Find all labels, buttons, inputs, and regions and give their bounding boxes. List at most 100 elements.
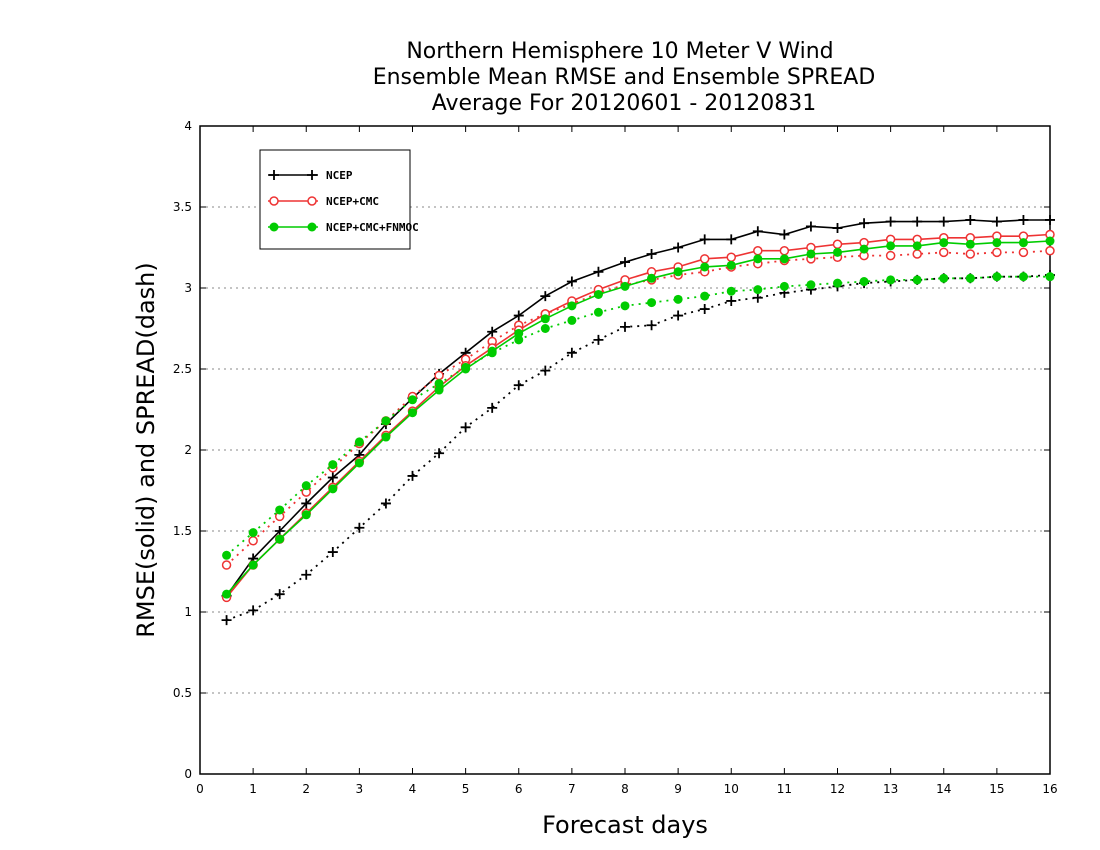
- ncep-rmse-point: [991, 216, 1002, 227]
- x-tick-label: 14: [936, 782, 951, 796]
- y-axis-title: RMSE(solid) and SPREAD(dash): [132, 262, 160, 638]
- ncep-cmc-fnmoc-spread-point: [886, 275, 896, 285]
- y-tick-label: 1.5: [173, 524, 192, 538]
- ncep-cmc-fnmoc-rmse-point: [434, 385, 444, 395]
- ncep-cmc-spread-point: [1018, 247, 1029, 258]
- series: [221, 214, 1055, 626]
- ncep-cmc-rmse-line: [225, 233, 1051, 598]
- ncep-rmse-point: [779, 229, 790, 240]
- ncep-cmc-fnmoc-rmse-point: [859, 244, 869, 254]
- ncep-spread-point: [566, 347, 577, 358]
- ncep-spread-point: [327, 547, 338, 558]
- ncep-spread-point: [248, 605, 259, 616]
- ncep-rmse-point: [673, 242, 684, 253]
- ncep-rmse-point: [646, 248, 657, 259]
- ncep-spread-point: [221, 615, 232, 626]
- legend-marker-ncep-cmc: [269, 196, 279, 206]
- legend-marker-ncep-cmc-fnmoc: [269, 222, 279, 232]
- ncep-rmse-point: [726, 234, 737, 245]
- legend-marker-ncep: [307, 170, 317, 180]
- ncep-spread-point: [646, 320, 657, 331]
- ncep-cmc-fnmoc-rmse-point: [806, 249, 816, 259]
- ncep-spread-point: [460, 422, 471, 433]
- ncep-cmc-fnmoc-spread-point: [514, 335, 524, 345]
- ncep-cmc-fnmoc-rmse-point: [726, 260, 736, 270]
- ncep-cmc-fnmoc-rmse-point: [461, 364, 471, 374]
- ncep-cmc-fnmoc-rmse-point: [939, 238, 949, 248]
- ncep-cmc-fnmoc-spread-point: [567, 315, 577, 325]
- ncep-cmc-fnmoc-spread-point: [381, 416, 391, 426]
- legend-marker-ncep: [269, 170, 279, 180]
- ncep-cmc-fnmoc-rmse-point: [593, 289, 603, 299]
- axis-ticks: 00.511.522.533.540 1 2 3 4 5 6 7 8 9 10 11 12 13 14 15 1…: [173, 119, 1058, 796]
- ncep-rmse-point: [699, 234, 710, 245]
- ncep-spread-point: [726, 295, 737, 306]
- ncep-cmc-fnmoc-spread-point: [965, 273, 975, 283]
- x-tick-label: 0: [196, 782, 204, 796]
- legend-label-ncep: NCEP: [326, 169, 353, 182]
- x-axis-title: Forecast days: [542, 811, 708, 839]
- y-tick-label: 4: [184, 119, 192, 133]
- ncep-rmse-point: [513, 310, 524, 321]
- ncep-rmse-point: [540, 291, 551, 302]
- x-tick-label: 1: [249, 782, 257, 796]
- ncep-cmc-fnmoc-rmse-point: [647, 273, 657, 283]
- ncep-cmc-fnmoc-rmse-point: [354, 458, 364, 468]
- ncep-rmse-point: [301, 498, 312, 509]
- ncep-cmc-fnmoc-rmse-point: [965, 239, 975, 249]
- ncep-cmc-fnmoc-spread-point: [1018, 272, 1028, 282]
- ncep-cmc-fnmoc-rmse-point: [700, 262, 710, 272]
- title-line-2: Ensemble Mean RMSE and Ensemble SPREAD: [373, 65, 876, 90]
- ncep-cmc-fnmoc-rmse-point: [328, 484, 338, 494]
- ncep-cmc-rmse-point: [779, 245, 790, 256]
- ncep-cmc-fnmoc-rmse-point: [1018, 238, 1028, 248]
- y-tick-label: 1: [184, 605, 192, 619]
- ncep-cmc-fnmoc-spread-point: [912, 275, 922, 285]
- ncep-cmc-fnmoc-rmse-point: [779, 254, 789, 264]
- grid: [200, 206, 1050, 694]
- ncep-cmc-fnmoc-rmse-point: [912, 241, 922, 251]
- ncep-cmc-fnmoc-rmse-point: [301, 510, 311, 520]
- ncep-cmc-fnmoc-rmse-point: [248, 560, 258, 570]
- ncep-rmse-point: [938, 216, 949, 227]
- legend-entries: NCEP NCEP+CMC NCEP+CMC+FNMOC: [268, 169, 419, 234]
- x-tick-label: 9: [674, 782, 682, 796]
- ncep-cmc-fnmoc-spread-point: [992, 272, 1002, 282]
- y-tick-label: 2.5: [173, 362, 192, 376]
- ncep-cmc-fnmoc-spread-point: [753, 285, 763, 295]
- ncep-cmc-spread-point: [221, 560, 232, 570]
- ncep-rmse-point: [832, 223, 843, 234]
- ncep-rmse-point: [1045, 214, 1055, 225]
- ncep-spread-point: [274, 589, 285, 600]
- ncep-rmse-point: [593, 266, 604, 277]
- ncep-cmc-fnmoc-spread-point: [275, 505, 285, 515]
- ncep-cmc-spread-point: [885, 250, 896, 261]
- ncep-cmc-fnmoc-spread-point: [833, 278, 842, 288]
- y-tick-label: 0: [184, 767, 192, 781]
- ncep-cmc-spread-point: [434, 370, 444, 381]
- ncep-cmc-fnmoc-rmse-point: [886, 241, 896, 251]
- ncep-cmc-fnmoc-rmse-point: [381, 432, 391, 442]
- ncep-spread-point: [487, 402, 498, 413]
- ncep-cmc-fnmoc-spread-point: [540, 324, 550, 333]
- ncep-cmc-fnmoc-rmse-line: [226, 240, 1051, 595]
- ncep-cmc-fnmoc-spread-point: [222, 550, 232, 560]
- legend-box: [259, 149, 411, 250]
- title-line-1: Northern Hemisphere 10 Meter V Wind: [406, 39, 833, 64]
- ncep-rmse-point: [1018, 214, 1029, 225]
- ncep-spread-point: [380, 498, 391, 509]
- ncep-cmc-fnmoc-rmse-point: [567, 301, 577, 311]
- ncep-cmc-fnmoc-rmse-point: [514, 328, 524, 338]
- legend: NCEP NCEP+CMC NCEP+CMC+FNMOC: [259, 149, 419, 250]
- x-tick-label: 7: [568, 782, 576, 796]
- ncep-rmse-point: [487, 326, 498, 337]
- ncep-cmc-fnmoc-rmse-point: [275, 534, 285, 544]
- ncep-cmc-fnmoc-rmse-point: [1045, 236, 1055, 246]
- ncep-rmse-point: [620, 257, 630, 268]
- ncep-cmc-fnmoc-spread-point: [301, 481, 311, 491]
- legend-marker-ncep-cmc-fnmoc: [307, 222, 317, 232]
- ncep-spread-point: [540, 365, 551, 376]
- x-tick-label: 8: [621, 782, 629, 796]
- ncep-cmc-fnmoc-rmse-point: [673, 267, 683, 277]
